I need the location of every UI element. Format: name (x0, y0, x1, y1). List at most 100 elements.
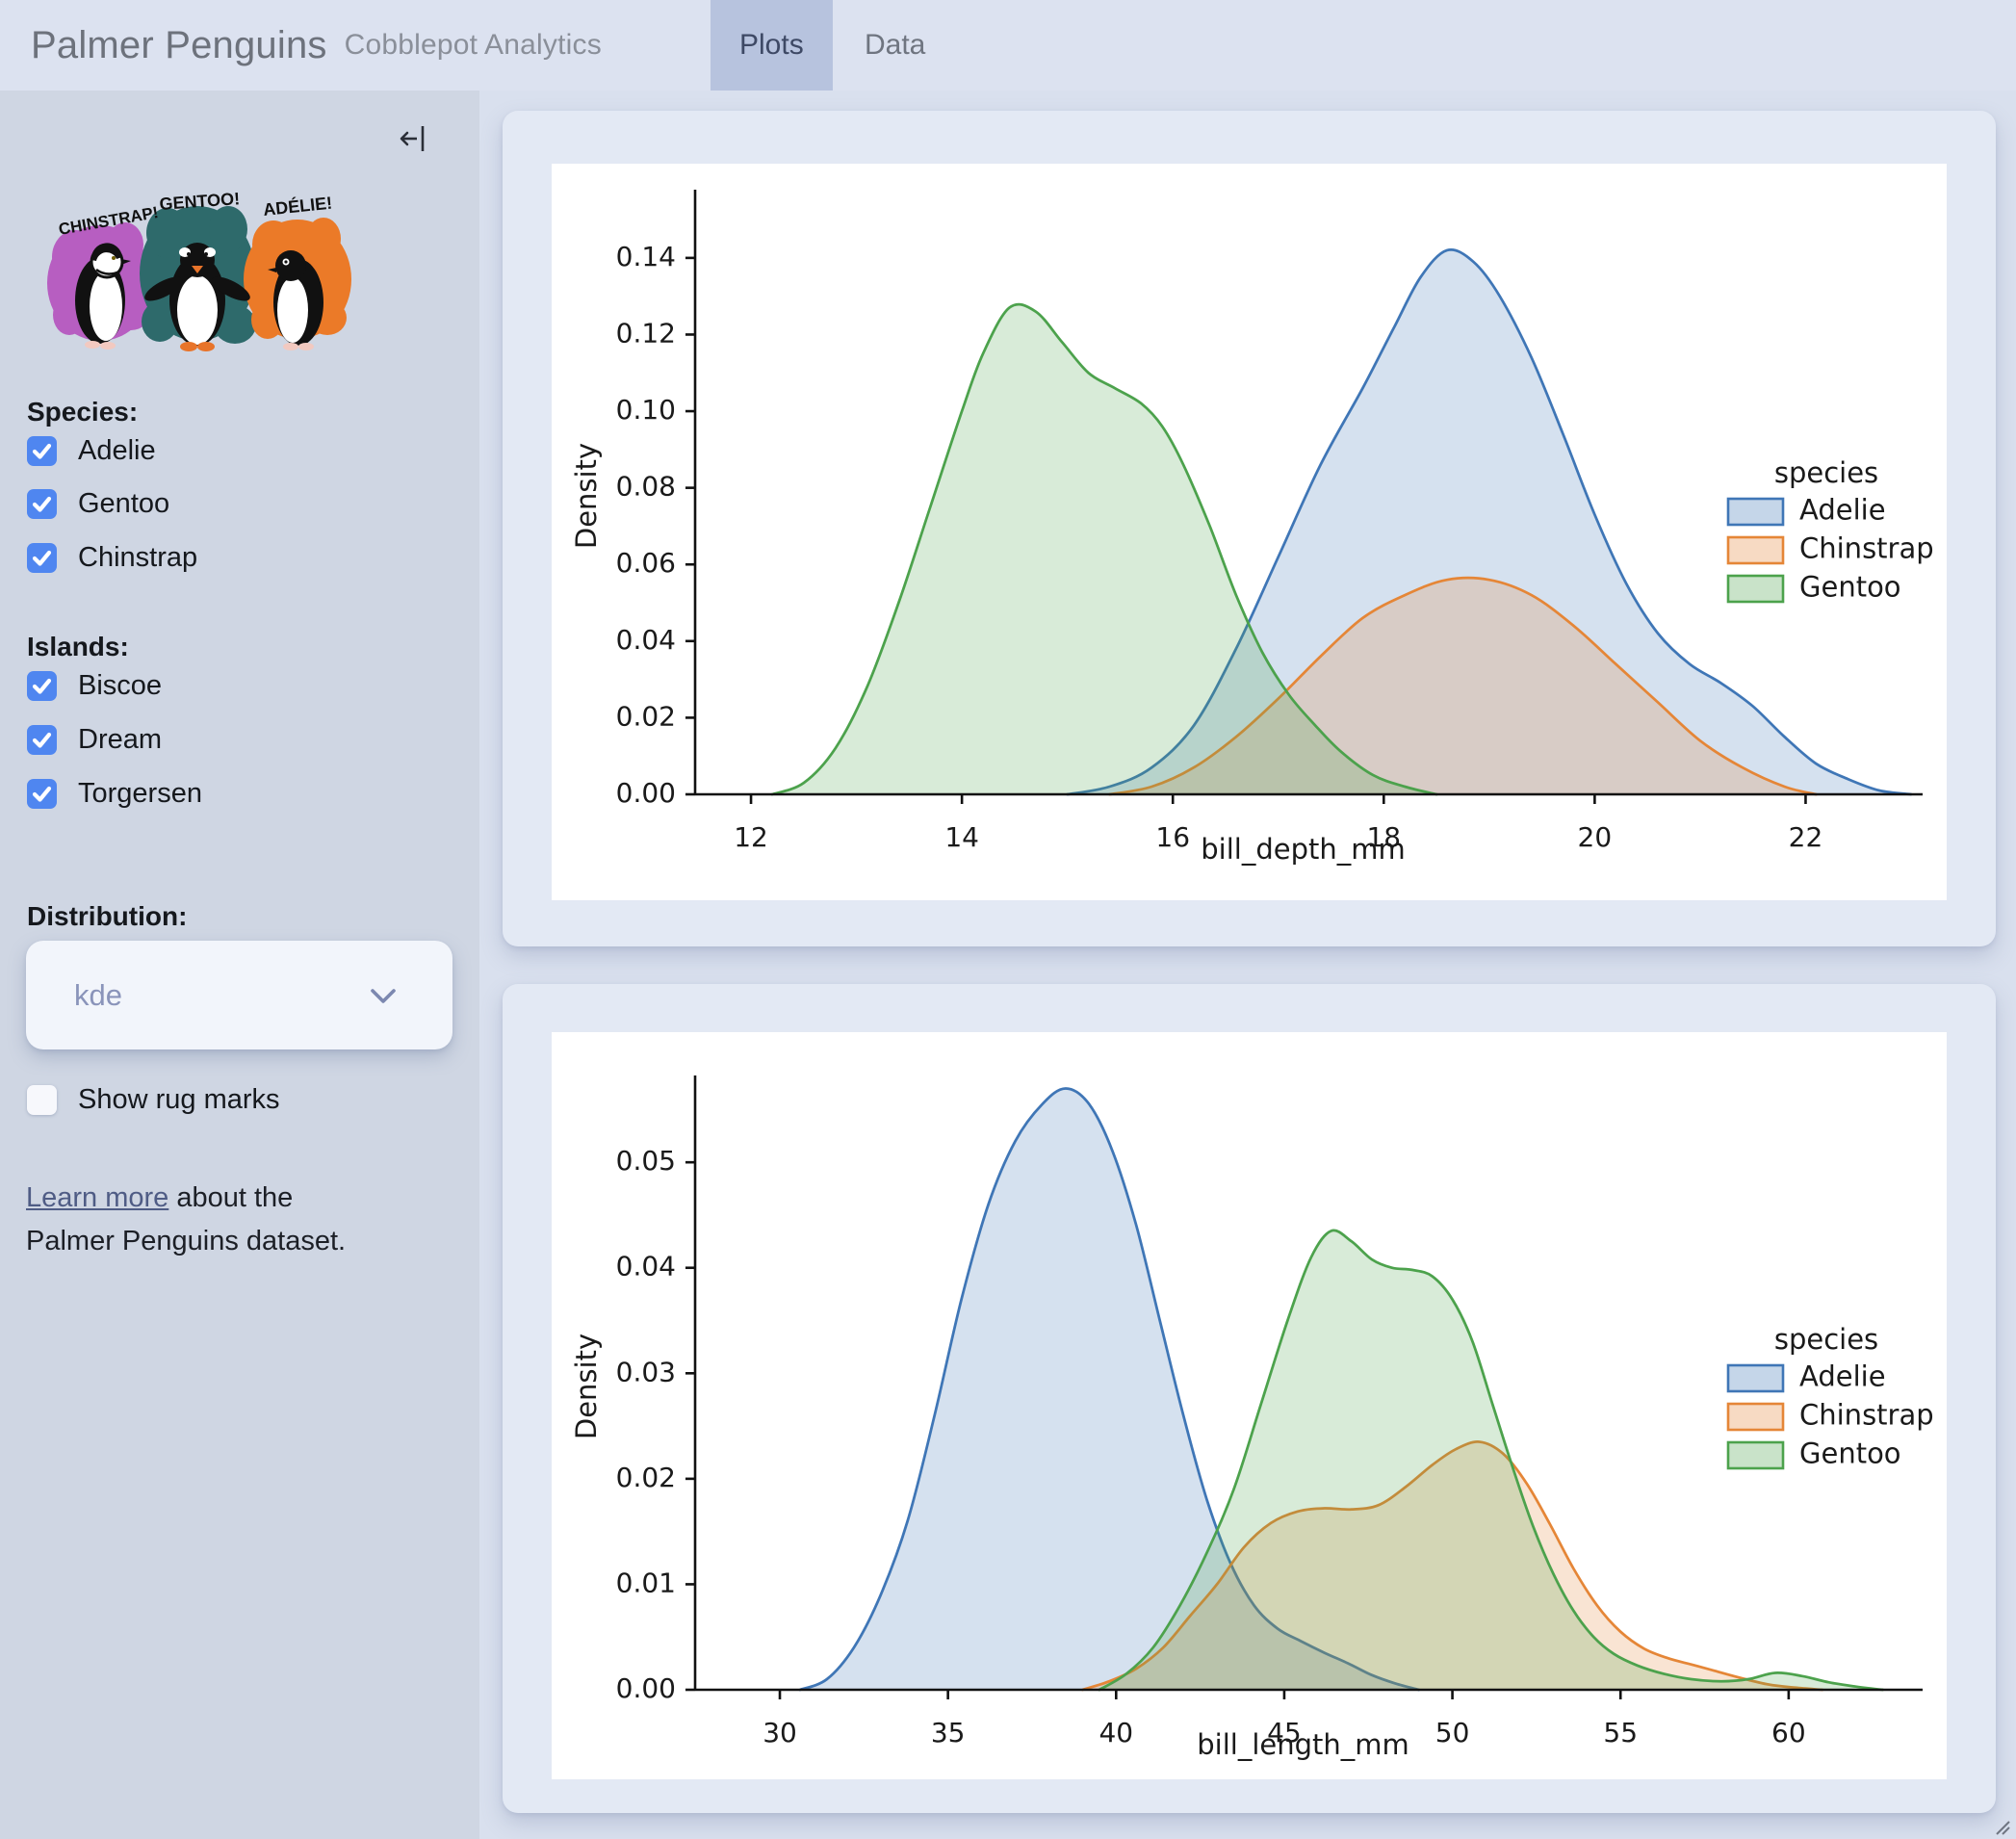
gentoo-penguin (144, 243, 250, 351)
kde-fill-adelie (800, 1088, 1419, 1690)
checkmark-icon (32, 786, 52, 802)
x-tick-label: 60 (1771, 1717, 1806, 1748)
checkmark-icon (32, 443, 52, 459)
checkbox-row-adelie[interactable]: Adelie (27, 435, 156, 467)
x-tick-label: 14 (944, 821, 979, 853)
checkbox-row-biscoe[interactable]: Biscoe (27, 670, 162, 702)
adelie-label: ADÉLIE! (262, 193, 333, 220)
x-tick-label: 12 (734, 821, 768, 853)
y-tick-label: 0.00 (616, 777, 676, 809)
legend-swatch-adelie (1726, 497, 1785, 527)
tab-plots[interactable]: Plots (711, 0, 833, 91)
checkbox-label-gentoo[interactable]: Gentoo (78, 488, 170, 519)
footer-text-after: about the Palmer Penguins dataset. (26, 1182, 347, 1256)
legend-swatch-adelie (1726, 1363, 1785, 1393)
y-tick-label: 0.04 (616, 624, 676, 656)
legend-label-chinstrap: Chinstrap (1799, 1399, 1934, 1432)
kde-fill-chinstrap (1082, 1441, 1822, 1690)
kde-fill-gentoo (1098, 1230, 1883, 1690)
bill-length-card: 30 35 40 45 50 55 60 0.00 0.01 0.02 0.03 0.04 0.05 bi… (503, 984, 1996, 1813)
app-title-text: Palmer Penguins (31, 23, 327, 66)
checkbox-row-chinstrap[interactable]: Chinstrap (27, 542, 197, 574)
kde-line-gentoo (1098, 1229, 1885, 1692)
y-tick-label: 0.01 (616, 1567, 676, 1598)
x-axis-label: bill_length_mm (1197, 1728, 1409, 1761)
kde-line-chinstrap (1081, 1440, 1824, 1692)
distribution-select-value: kde (74, 977, 122, 1012)
checkbox-label-biscoe[interactable]: Biscoe (78, 670, 163, 701)
checkbox-rug[interactable] (27, 1085, 57, 1115)
y-tick-label: 0.02 (616, 1462, 676, 1493)
checkbox-adelie[interactable] (27, 436, 57, 466)
tab-data[interactable]: Data (836, 0, 954, 91)
kde-line-gentoo (770, 302, 1438, 796)
checkbox-torgersen[interactable] (27, 779, 57, 809)
gentoo-splash (140, 206, 256, 344)
distribution-select[interactable]: kde (26, 941, 452, 1049)
series-group (770, 247, 1913, 796)
checkmark-icon (32, 496, 52, 512)
kde-fill-chinstrap (1109, 578, 1817, 794)
distribution-heading: Distribution: (27, 901, 188, 931)
x-axis-label: bill_depth_mm (1201, 833, 1406, 866)
checkbox-chinstrap[interactable] (27, 543, 57, 573)
legend-title: species (1774, 456, 1878, 489)
app-title: Palmer Penguins Cobblepot Analytics (31, 0, 602, 91)
penguins-artwork-image: CHINSTRAP! GENTOO! ADÉLIE! (33, 166, 362, 358)
adelie-penguin (268, 250, 323, 350)
main-content: 12 14 16 18 20 22 0.00 0.02 0.04 0.06 0.08 0.10 0.12… (479, 91, 2016, 1839)
collapse-left-icon (400, 126, 425, 151)
y-tick-label: 0.08 (616, 471, 676, 503)
checkbox-row-gentoo[interactable]: Gentoo (27, 488, 169, 520)
kde-plot-bill-length: 30 35 40 45 50 55 60 0.00 0.01 0.02 0.03 0.04 0.05 bi… (570, 1075, 1934, 1761)
chevron-down-icon (371, 989, 396, 1003)
x-tick-label: 16 (1155, 821, 1190, 853)
x-tick-label: 45 (1267, 1717, 1302, 1748)
checkmark-icon (32, 678, 52, 694)
x-tick-label: 30 (762, 1717, 797, 1748)
checkbox-label-rug[interactable]: Show rug marks (78, 1084, 280, 1115)
checkbox-label-chinstrap[interactable]: Chinstrap (78, 542, 198, 573)
y-tick-label: 0.14 (616, 241, 676, 272)
series-group (798, 1087, 1885, 1692)
tab-data-label: Data (865, 29, 926, 61)
penguins-illustration: CHINSTRAP! GENTOO! ADÉLIE! (47, 189, 351, 351)
checkbox-row-torgersen[interactable]: Torgersen (27, 778, 202, 810)
legend-label-chinstrap: Chinstrap (1799, 532, 1934, 565)
kde-line-adelie (798, 1087, 1421, 1692)
legend-swatch-chinstrap (1726, 1402, 1785, 1432)
legend-label-gentoo: Gentoo (1799, 571, 1901, 604)
checkbox-row-rug[interactable]: Show rug marks (27, 1084, 280, 1116)
y-axis-label: Density (570, 443, 603, 549)
x-tick-label: 35 (931, 1717, 966, 1748)
checkbox-label-dream[interactable]: Dream (78, 724, 163, 755)
kde-fill-adelie (1067, 249, 1911, 794)
axes: 30 35 40 45 50 55 60 0.00 0.01 0.02 0.03 0.04 0.05 (616, 1075, 1923, 1748)
legend: species Adelie Chinstrap Gentoo (1726, 1323, 1934, 1470)
tab-plots-label: Plots (739, 29, 804, 61)
kde-line-adelie (1066, 247, 1913, 796)
checkbox-gentoo[interactable] (27, 489, 57, 519)
x-tick-label: 22 (1789, 821, 1823, 853)
chinstrap-penguin (75, 243, 131, 350)
legend-swatch-gentoo (1726, 574, 1785, 604)
y-tick-label: 0.04 (616, 1251, 676, 1282)
bill-depth-figure: 12 14 16 18 20 22 0.00 0.02 0.04 0.06 0.08 0.10 0.12… (552, 164, 1947, 900)
species-heading: Species: (27, 397, 139, 427)
bill-length-figure: 30 35 40 45 50 55 60 0.00 0.01 0.02 0.03 0.04 0.05 bi… (552, 1032, 1947, 1779)
sidebar-footer-text: Learn more about the Palmer Penguins dat… (26, 1177, 373, 1263)
resize-handle-icon[interactable] (1995, 1820, 2010, 1835)
checkbox-label-adelie[interactable]: Adelie (78, 435, 156, 466)
y-tick-label: 0.05 (616, 1145, 676, 1177)
legend-label-adelie: Adelie (1799, 1360, 1886, 1393)
checkbox-label-torgersen[interactable]: Torgersen (78, 778, 202, 809)
checkbox-dream[interactable] (27, 725, 57, 755)
checkbox-biscoe[interactable] (27, 671, 57, 701)
kde-line-chinstrap (1108, 576, 1818, 796)
checkbox-row-dream[interactable]: Dream (27, 724, 162, 756)
y-tick-label: 0.06 (616, 547, 676, 579)
learn-more-link[interactable]: Learn more (26, 1182, 169, 1213)
sidebar-collapse-button[interactable] (397, 121, 431, 156)
legend-title: species (1774, 1323, 1878, 1356)
kde-fill-gentoo (772, 304, 1437, 794)
